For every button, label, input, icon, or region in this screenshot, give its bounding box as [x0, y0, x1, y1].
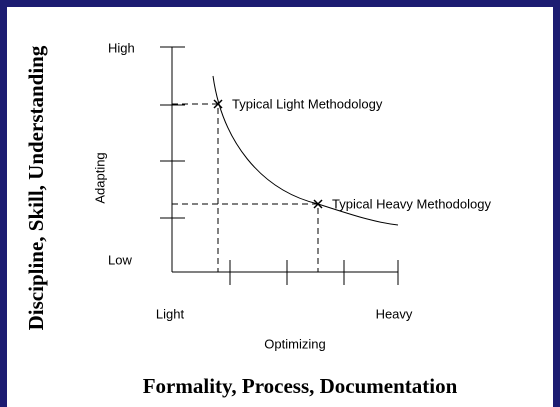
y-ticks [160, 46, 185, 219]
point-label: Typical Light Methodology [232, 96, 383, 111]
y-label: Adapting [92, 152, 107, 203]
y-low: Low [108, 252, 132, 267]
x-label: Optimizing [264, 336, 325, 351]
x-high: Heavy [376, 306, 413, 321]
marker-light [213, 99, 223, 109]
x-low: Light [156, 306, 185, 321]
x-ticks [229, 260, 399, 285]
y-high: High [108, 40, 135, 55]
canvas [7, 7, 553, 407]
tradeoff-curve [212, 75, 399, 226]
point-label: Typical Heavy Methodology [332, 196, 491, 211]
marker-heavy [313, 199, 323, 209]
outer-y-label: Discipline, Skill, Understanding [24, 45, 48, 330]
outer-x-label: Formality, Process, Documentation [143, 374, 458, 398]
